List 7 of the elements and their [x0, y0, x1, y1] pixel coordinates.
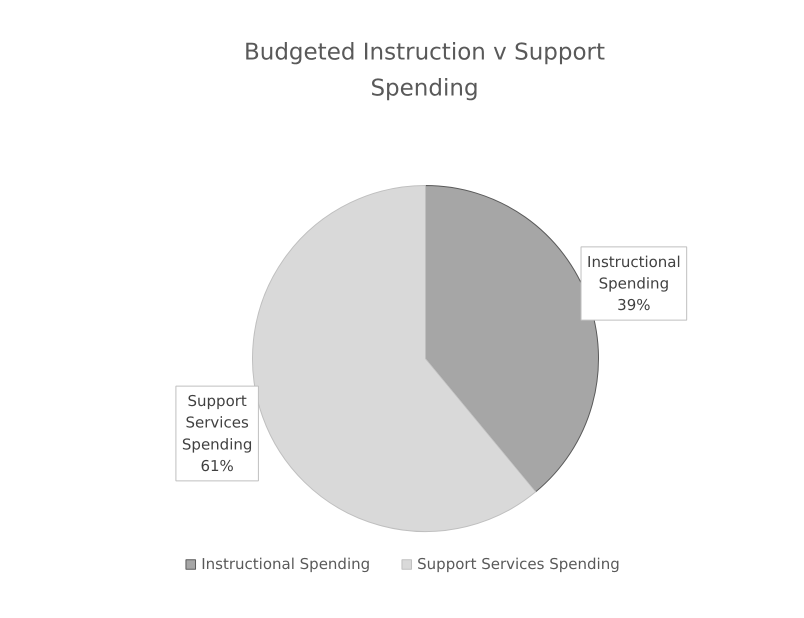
slice-label: Instructional Spending	[587, 252, 681, 292]
data-label: 39%	[617, 296, 651, 314]
legend-label: Support Services Spending	[417, 555, 620, 573]
legend-label: Instructional Spending	[201, 555, 370, 573]
slice-label: Support Services Spending	[182, 392, 252, 454]
chart-title: Budgeted Instruction v Support Spending	[244, 40, 606, 102]
data-label: 61%	[200, 456, 234, 475]
